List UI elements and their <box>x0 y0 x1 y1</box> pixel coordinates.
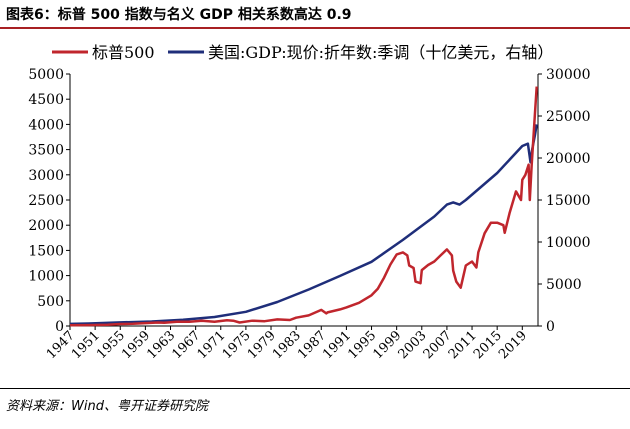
series-line-sp500 <box>69 86 538 327</box>
x-tick-label: 2007 <box>421 328 455 362</box>
source-rule <box>0 388 630 389</box>
legend-item-sp500-label: 标普500 <box>92 43 155 62</box>
left-y-tick-label: 0 <box>55 319 64 335</box>
x-tick-label: 1999 <box>370 328 404 362</box>
left-y-tick-label: 3500 <box>28 143 64 159</box>
right-y-tick-label: 30000 <box>546 67 591 83</box>
x-tick-label: 1971 <box>195 328 229 362</box>
left-y-tick-label: 500 <box>37 294 64 310</box>
left-y-tick-label: 3000 <box>28 168 64 184</box>
right-y-tick-label: 20000 <box>546 151 591 167</box>
axes: 0 500 1000 1500 2000 2500 3000 3500 4000 4500 5000… <box>28 67 590 362</box>
x-tick-label: 2003 <box>396 328 430 362</box>
x-tick-label: 1991 <box>320 328 354 362</box>
x-tick-label: 1955 <box>94 328 128 362</box>
series-layer <box>69 86 538 327</box>
left-y-tick-label: 1000 <box>28 269 64 285</box>
x-tick-label: 1987 <box>295 328 329 362</box>
right-y-tick-label: 5000 <box>546 277 582 293</box>
right-y-tick-label: 25000 <box>546 109 591 125</box>
figure-title: 图表6：标普 500 指数与名义 GDP 相关系数高达 0.9 <box>6 7 352 23</box>
x-tick-label: 2015 <box>471 328 505 362</box>
line-chart: 0 500 1000 1500 2000 2500 3000 3500 4000 4500 5000… <box>28 43 590 362</box>
right-y-tick-label: 0 <box>546 319 555 335</box>
right-y-tick-label: 15000 <box>546 193 591 209</box>
left-y-tick-label: 1500 <box>28 243 64 259</box>
x-tick-label: 1951 <box>69 328 103 362</box>
x-tick-label: 1979 <box>245 328 279 362</box>
title-rule <box>0 27 630 29</box>
x-tick-label: 1947 <box>44 328 78 362</box>
x-tick-label: 1963 <box>144 328 178 362</box>
right-y-tick-label: 10000 <box>546 235 591 251</box>
x-tick-label: 1995 <box>345 328 379 362</box>
left-y-tick-label: 4500 <box>28 92 64 108</box>
series-line-gdp <box>69 124 538 326</box>
x-tick-label: 1975 <box>220 328 254 362</box>
left-y-tick-label: 2500 <box>28 193 64 209</box>
legend: 标普500 美国:GDP:现价:折年数:季调（十亿美元，右轴） <box>52 43 553 62</box>
x-tick-label: 2019 <box>496 328 530 362</box>
left-y-tick-label: 4000 <box>28 117 64 133</box>
left-y-tick-label: 5000 <box>28 67 64 83</box>
legend-item-gdp-label: 美国:GDP:现价:折年数:季调（十亿美元，右轴） <box>208 43 553 62</box>
x-tick-label: 1959 <box>119 328 153 362</box>
left-y-tick-label: 2000 <box>28 218 64 234</box>
x-tick-label: 1983 <box>270 328 304 362</box>
source-note: 资料来源：Wind、粤开证券研究院 <box>6 399 208 414</box>
x-tick-label: 1967 <box>169 328 203 362</box>
x-tick-label: 2011 <box>446 328 480 362</box>
